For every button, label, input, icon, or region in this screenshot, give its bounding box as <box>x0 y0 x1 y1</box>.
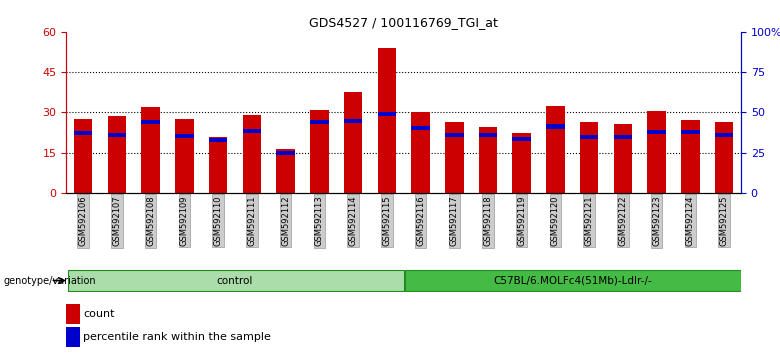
Bar <box>310 120 328 125</box>
Bar <box>209 138 228 142</box>
Bar <box>445 132 463 137</box>
Bar <box>378 113 396 116</box>
Bar <box>243 129 261 132</box>
Bar <box>175 119 193 193</box>
Text: control: control <box>217 275 254 286</box>
Title: GDS4527 / 100116769_TGI_at: GDS4527 / 100116769_TGI_at <box>309 16 498 29</box>
Bar <box>512 137 531 141</box>
Text: count: count <box>83 309 115 319</box>
Bar <box>647 111 666 193</box>
Bar <box>141 120 160 125</box>
Bar <box>276 151 295 155</box>
Bar <box>344 119 363 123</box>
Bar <box>714 122 733 193</box>
Bar <box>479 132 498 137</box>
Bar <box>614 125 633 193</box>
Bar <box>681 130 700 134</box>
Bar <box>714 132 733 137</box>
FancyBboxPatch shape <box>406 270 741 291</box>
Bar <box>580 135 598 139</box>
Bar <box>141 107 160 193</box>
Text: genotype/variation: genotype/variation <box>4 276 97 286</box>
Bar <box>580 122 598 193</box>
Bar <box>344 92 363 193</box>
Bar <box>243 115 261 193</box>
FancyBboxPatch shape <box>68 270 404 291</box>
Text: C57BL/6.MOLFc4(51Mb)-Ldlr-/-: C57BL/6.MOLFc4(51Mb)-Ldlr-/- <box>493 275 652 286</box>
Bar <box>614 135 633 139</box>
Bar <box>108 116 126 193</box>
Bar <box>108 132 126 137</box>
Bar <box>378 48 396 193</box>
Bar <box>411 126 430 130</box>
Bar <box>276 149 295 193</box>
Bar <box>479 127 498 193</box>
Bar <box>512 132 531 193</box>
Bar <box>647 130 666 134</box>
Bar <box>310 110 328 193</box>
Bar <box>546 125 565 129</box>
Bar <box>209 137 228 193</box>
Bar <box>74 119 93 193</box>
Bar <box>445 122 463 193</box>
Text: percentile rank within the sample: percentile rank within the sample <box>83 332 271 342</box>
Bar <box>175 134 193 138</box>
Bar <box>411 113 430 193</box>
Bar <box>546 106 565 193</box>
Bar <box>74 131 93 135</box>
Bar <box>681 120 700 193</box>
